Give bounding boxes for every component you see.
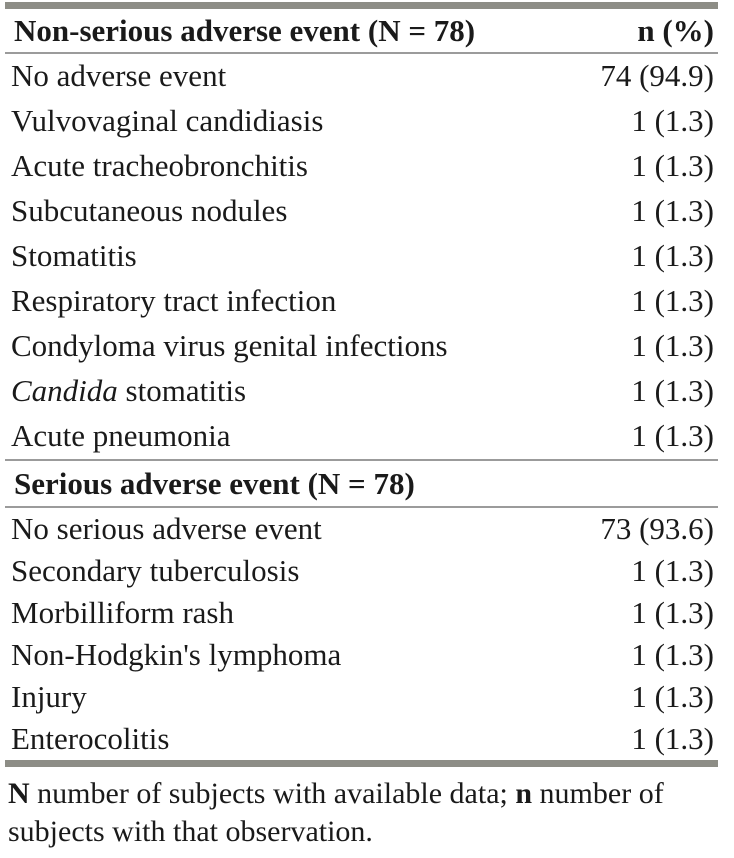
- n-percent-value-cell: 1 (1.3): [631, 418, 714, 453]
- event-label-cell: Respiratory tract infection: [11, 283, 337, 318]
- event-label-cell: Injury: [11, 679, 87, 714]
- n-percent-value-cell: 73 (93.6): [600, 511, 714, 546]
- n-percent-value-cell: 1 (1.3): [631, 373, 714, 408]
- table-row: Secondary tuberculosis 1 (1.3): [5, 550, 718, 592]
- n-percent-value-cell: 1 (1.3): [631, 595, 714, 630]
- table-row: Condyloma virus genital infections 1 (1.3…: [5, 324, 718, 369]
- table-header-row: Non-serious adverse event (N = 78) n (%): [5, 9, 718, 54]
- n-percent-value-cell: 1 (1.3): [631, 148, 714, 183]
- event-label-cell: Secondary tuberculosis: [11, 553, 300, 588]
- n-percent-value-cell: 1 (1.3): [631, 679, 714, 714]
- event-label-cell: Non-Hodgkin's lymphoma: [11, 637, 342, 672]
- section-header-serious-event: Serious adverse event (N = 78): [5, 459, 718, 508]
- n-percent-value-cell: 74 (94.9): [600, 58, 714, 93]
- table-row: Non-Hodgkin's lymphoma 1 (1.3): [5, 634, 718, 676]
- n-percent-value-cell: 1 (1.3): [631, 637, 714, 672]
- table-row: Subcutaneous nodules 1 (1.3): [5, 189, 718, 234]
- serious-rows: No serious adverse event 73 (93.6) Seconda…: [5, 507, 718, 760]
- event-label-cell: Subcutaneous nodules: [11, 193, 288, 228]
- table-row: No serious adverse event 73 (93.6): [5, 507, 718, 550]
- non-serious-rows: No adverse event 74 (94.9) Vulvovaginal ca…: [5, 53, 718, 460]
- n-percent-value-cell: 1 (1.3): [631, 193, 714, 228]
- adverse-events-table: Non-serious adverse event (N = 78) n (%)…: [5, 2, 718, 767]
- event-label-cell: Condyloma virus genital infections: [11, 328, 448, 363]
- table-row: Candida stomatitis 1 (1.3): [5, 369, 718, 414]
- n-percent-value-cell: 1 (1.3): [631, 721, 714, 756]
- table-row: Stomatitis 1 (1.3): [5, 234, 718, 279]
- table-row: Enterocolitis 1 (1.3): [5, 718, 718, 760]
- table-row: Acute pneumonia 1 (1.3): [5, 414, 718, 460]
- section-header-row: Serious adverse event (N = 78): [5, 459, 718, 508]
- table-footnote: N number of subjects with available data…: [8, 777, 664, 848]
- event-label-cell: Stomatitis: [11, 238, 137, 273]
- event-label-cell: Acute tracheobronchitis: [11, 148, 308, 183]
- event-label-cell: Enterocolitis: [11, 721, 170, 756]
- n-percent-value-cell: 1 (1.3): [631, 238, 714, 273]
- n-percent-value-cell: 1 (1.3): [631, 328, 714, 363]
- event-label-cell: No adverse event: [11, 58, 227, 93]
- table-row: Respiratory tract infection 1 (1.3): [5, 279, 718, 324]
- event-label-cell: Vulvovaginal candidiasis: [11, 103, 324, 138]
- table: Non-serious adverse event (N = 78) n (%)…: [5, 9, 718, 760]
- table-row: Vulvovaginal candidiasis 1 (1.3): [5, 99, 718, 144]
- event-label-cell: Candida stomatitis: [11, 373, 247, 408]
- table-row: Injury 1 (1.3): [5, 676, 718, 718]
- column-header-n-percent: n (%): [545, 9, 718, 54]
- event-label-cell: No serious adverse event: [11, 511, 322, 546]
- n-percent-value-cell: 1 (1.3): [631, 553, 714, 588]
- n-percent-value-cell: 1 (1.3): [631, 283, 714, 318]
- n-percent-value-cell: 1 (1.3): [631, 103, 714, 138]
- event-label-cell: Morbilliform rash: [11, 595, 234, 630]
- event-label-cell: Acute pneumonia: [11, 418, 231, 453]
- column-header-non-serious-event: Non-serious adverse event (N = 78): [5, 9, 545, 54]
- table-row: Morbilliform rash 1 (1.3): [5, 592, 718, 634]
- table-row: Acute tracheobronchitis 1 (1.3): [5, 144, 718, 189]
- table-row: No adverse event 74 (94.9): [5, 53, 718, 99]
